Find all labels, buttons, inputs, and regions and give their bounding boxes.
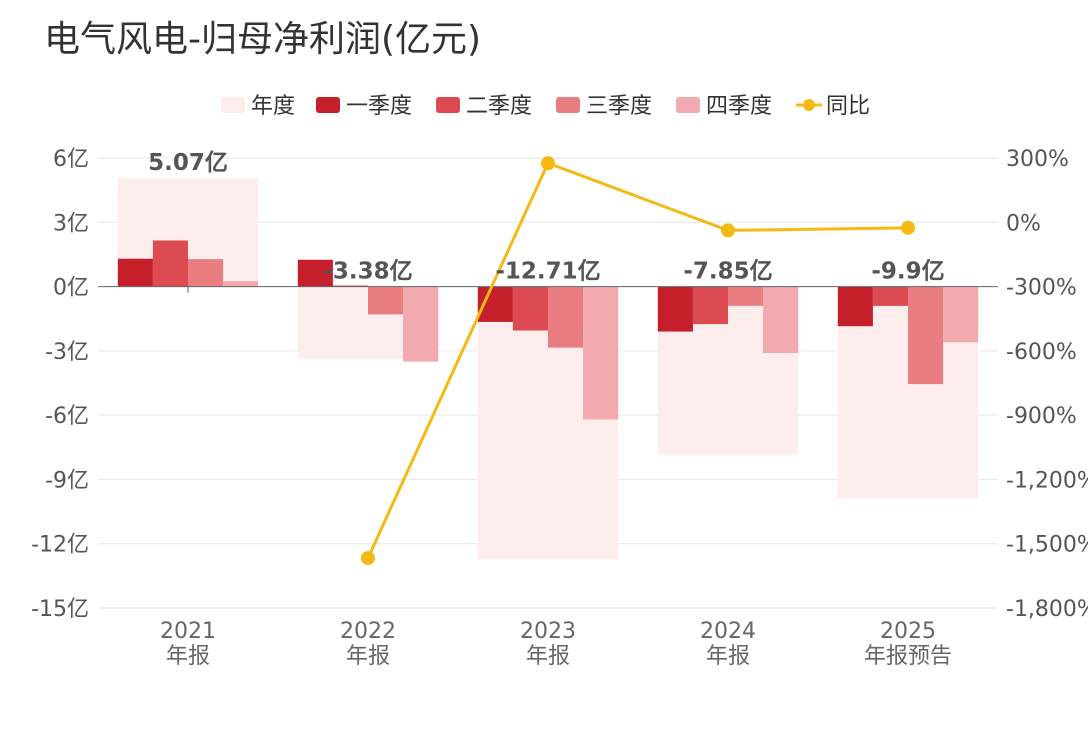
x-tick-sublabel: 年报	[526, 644, 570, 669]
legend-swatch	[556, 97, 580, 113]
x-tick-sublabel: 年报	[346, 644, 390, 669]
x-tick-label: 2024	[700, 619, 756, 644]
data-label: -9.9亿	[871, 259, 944, 285]
y-left-tick-label: 3亿	[53, 211, 89, 236]
y-right-tick-label: -1,500%	[1006, 533, 1088, 558]
y-left-tick-label: -15亿	[31, 597, 89, 622]
quarter-bar	[908, 286, 944, 385]
quarter-bar	[188, 259, 224, 287]
quarter-bar	[583, 286, 619, 420]
y-left-tick-label: -6亿	[45, 404, 89, 429]
y-right-tick-label: 0%	[1006, 211, 1041, 236]
y-right-tick-label: -1,200%	[1006, 468, 1088, 493]
legend-label: 二季度	[466, 94, 532, 119]
y-right-tick-label: -900%	[1006, 404, 1077, 429]
legend: 年度 一季度 二季度 三季度 四季度 同比	[221, 94, 870, 119]
quarter-bar	[152, 240, 188, 287]
quarter-bar	[872, 286, 908, 306]
annual-bars	[117, 177, 979, 559]
x-tick-label: 2023	[520, 619, 576, 644]
y-left-tick-label: 0亿	[53, 276, 89, 301]
legend-swatch	[221, 97, 245, 113]
quarter-bar	[297, 259, 333, 287]
quarter-bar	[548, 286, 584, 348]
x-tick-label: 2025	[880, 619, 936, 644]
quarter-bar	[403, 286, 439, 362]
y-right-tick-label: -1,800%	[1006, 597, 1088, 622]
yoy-line	[366, 161, 909, 559]
legend-swatch	[436, 97, 460, 113]
y-left-tick-label: -3亿	[45, 340, 89, 365]
quarter-bar	[763, 286, 799, 353]
x-tick-sublabel: 年报预告	[864, 644, 952, 669]
legend-swatch	[676, 97, 700, 113]
data-label: -3.38亿	[323, 259, 412, 285]
x-tick-label: 2022	[340, 619, 396, 644]
x-tick-sublabel: 年报	[706, 644, 750, 669]
y-right-tick-label: 300%	[1006, 147, 1069, 172]
yoy-point	[541, 156, 555, 171]
quarter-bar	[332, 285, 368, 287]
data-label: 5.07亿	[148, 150, 228, 176]
x-tick-label: 2021	[160, 619, 216, 644]
quarter-bar	[117, 258, 153, 287]
quarter-bar	[512, 286, 548, 331]
legend-label: 三季度	[586, 94, 652, 119]
legend-label: 同比	[826, 94, 870, 119]
yoy-point	[721, 223, 735, 238]
quarter-bar	[657, 286, 693, 332]
axes: 6亿 3亿 0亿 -3亿 -6亿 -9亿 -12亿 -15亿 300% 0% -300% -600% -…	[31, 147, 1088, 669]
yoy-line-series	[361, 156, 915, 566]
data-label: -7.85亿	[683, 259, 772, 285]
yoy-point	[361, 551, 375, 566]
quarter-bar	[368, 286, 404, 315]
quarter-bar	[943, 286, 979, 343]
y-right-tick-label: -600%	[1006, 340, 1077, 365]
y-right-tick-label: -300%	[1006, 276, 1077, 301]
yoy-point	[901, 220, 915, 235]
data-labels: 5.07亿 -3.38亿 -12.71亿 -7.85亿 -9.9亿	[148, 150, 945, 285]
legend-label: 年度	[251, 94, 295, 119]
x-tick-sublabel: 年报	[166, 644, 210, 669]
y-left-tick-label: 6亿	[53, 147, 89, 172]
y-left-tick-label: -9亿	[45, 468, 89, 493]
quarter-bar	[728, 286, 764, 306]
quarter-bar	[223, 281, 259, 287]
legend-label: 四季度	[706, 94, 772, 119]
chart-title: 电气风电-归母净利润(亿元)	[44, 19, 482, 60]
quarter-bar	[837, 286, 873, 327]
legend-swatch	[316, 97, 340, 113]
data-label: -12.71亿	[495, 259, 600, 285]
y-left-tick-label: -12亿	[31, 533, 89, 558]
quarter-bars	[117, 240, 979, 420]
quarter-bar	[692, 286, 728, 325]
legend-point-swatch	[803, 99, 815, 111]
legend-label: 一季度	[346, 94, 412, 119]
